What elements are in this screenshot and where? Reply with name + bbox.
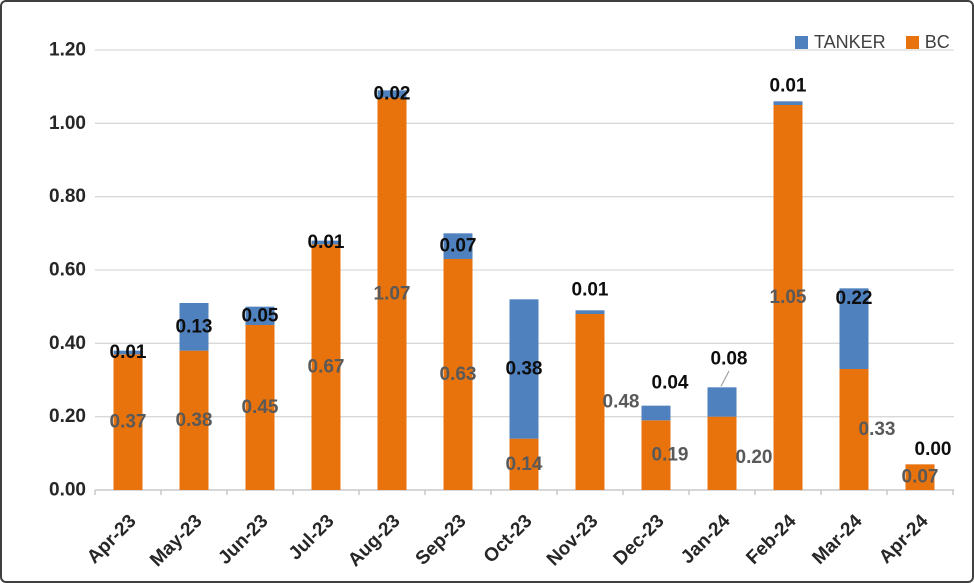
bar-segment-tanker xyxy=(377,90,407,98)
bar-segment-bc xyxy=(905,464,935,490)
legend-label-tanker: TANKER xyxy=(814,32,886,52)
bar-segment-bc xyxy=(839,369,869,490)
bar-segment-tanker xyxy=(707,387,737,417)
data-label-tanker: 0.13 xyxy=(176,316,213,337)
data-label-tanker: 0.01 xyxy=(770,76,807,97)
data-label-tanker: 0.38 xyxy=(506,359,543,380)
data-label-tanker: 0.08 xyxy=(711,349,748,370)
bar-segment-bc xyxy=(509,438,539,490)
x-axis-tick-label: May-23 xyxy=(146,511,206,571)
x-axis-tick-label: Jul-23 xyxy=(285,511,339,565)
legend-item-tanker[interactable]: TANKER xyxy=(795,32,886,53)
y-axis-tick-label: 1.20 xyxy=(49,40,86,61)
data-label-bc: 0.45 xyxy=(242,397,279,418)
legend-item-bc[interactable]: BC xyxy=(905,32,950,53)
tanker-color-swatch xyxy=(795,36,808,49)
bar-segment-bc xyxy=(443,259,473,490)
x-axis-tick-label: Aug-23 xyxy=(344,511,404,571)
y-axis-tick-label: 0.20 xyxy=(49,406,86,427)
data-label-tanker: 0.07 xyxy=(440,236,477,257)
data-label-tanker: 0.01 xyxy=(110,342,147,363)
bar-segment-tanker xyxy=(443,233,473,259)
bar-segment-tanker xyxy=(179,303,209,351)
bar-segment-tanker xyxy=(773,101,803,105)
data-label-tanker: 0.01 xyxy=(572,280,609,301)
data-label-tanker: 0.01 xyxy=(308,232,345,253)
data-label-bc: 1.07 xyxy=(374,283,411,304)
x-axis-tick-label: Apr-24 xyxy=(875,510,933,568)
bar-segment-bc xyxy=(245,325,275,490)
data-label-bc: 0.37 xyxy=(110,412,147,433)
bar-segment-tanker xyxy=(245,306,275,325)
bar-segment-bc xyxy=(773,105,803,490)
bar-segment-tanker xyxy=(575,310,605,314)
x-axis-tick-label: Feb-24 xyxy=(742,510,800,568)
bar-segment-bc xyxy=(641,420,671,490)
y-axis-tick-label: 0.80 xyxy=(49,186,86,207)
data-label-bc: 1.05 xyxy=(770,287,807,308)
data-label-tanker: 0.22 xyxy=(836,288,873,309)
x-axis-tick-label: Jun-23 xyxy=(214,511,272,569)
data-label-bc: 0.14 xyxy=(506,454,543,475)
y-axis-tick-label: 0.40 xyxy=(49,333,86,354)
data-label-bc: 0.19 xyxy=(652,445,689,466)
bar-segment-bc xyxy=(311,244,341,490)
x-axis-tick-label: Nov-23 xyxy=(543,511,603,571)
data-label-tanker: 0.02 xyxy=(374,84,411,105)
data-label-bc: 0.48 xyxy=(603,392,640,413)
y-axis-tick-label: 1.00 xyxy=(49,113,86,134)
bar-segment-bc xyxy=(113,354,143,490)
bar-segment-tanker xyxy=(113,350,143,355)
data-label-bc: 0.07 xyxy=(902,467,939,488)
legend-label-bc: BC xyxy=(924,32,950,52)
y-axis-tick-label: 0.60 xyxy=(49,260,86,281)
bar-segment-bc xyxy=(575,314,605,490)
bar-segment-bc xyxy=(377,97,407,491)
data-label-tanker: 0.04 xyxy=(652,373,689,394)
data-label-bc: 0.20 xyxy=(736,447,773,468)
bar-segment-tanker xyxy=(311,240,341,245)
y-axis-tick-label: 0.00 xyxy=(49,480,86,501)
bar-segment-tanker xyxy=(641,405,671,421)
legend: TANKER BC xyxy=(795,32,950,53)
data-label-bc: 0.33 xyxy=(859,419,896,440)
x-axis-tick-label: Jan-24 xyxy=(677,510,735,568)
label-leader-line xyxy=(720,370,730,387)
bar-segment-tanker xyxy=(839,288,869,369)
bar-segment-tanker xyxy=(509,299,539,439)
bc-color-swatch xyxy=(905,36,919,49)
x-axis-tick-label: Sep-23 xyxy=(412,511,471,570)
data-label-tanker: 0.00 xyxy=(915,439,952,460)
data-label-bc: 0.67 xyxy=(308,357,345,378)
x-axis-tick-label: Oct-23 xyxy=(480,511,537,568)
data-label-tanker: 0.05 xyxy=(242,305,279,326)
bar-segment-bc xyxy=(707,416,737,490)
bar-segment-bc xyxy=(179,350,209,490)
data-label-bc: 0.63 xyxy=(440,364,477,385)
x-axis-tick-label: Mar-24 xyxy=(808,510,866,568)
data-label-bc: 0.38 xyxy=(176,410,213,431)
x-axis-tick-label: Apr-23 xyxy=(83,511,140,568)
x-axis-tick-label: Dec-23 xyxy=(610,511,669,570)
